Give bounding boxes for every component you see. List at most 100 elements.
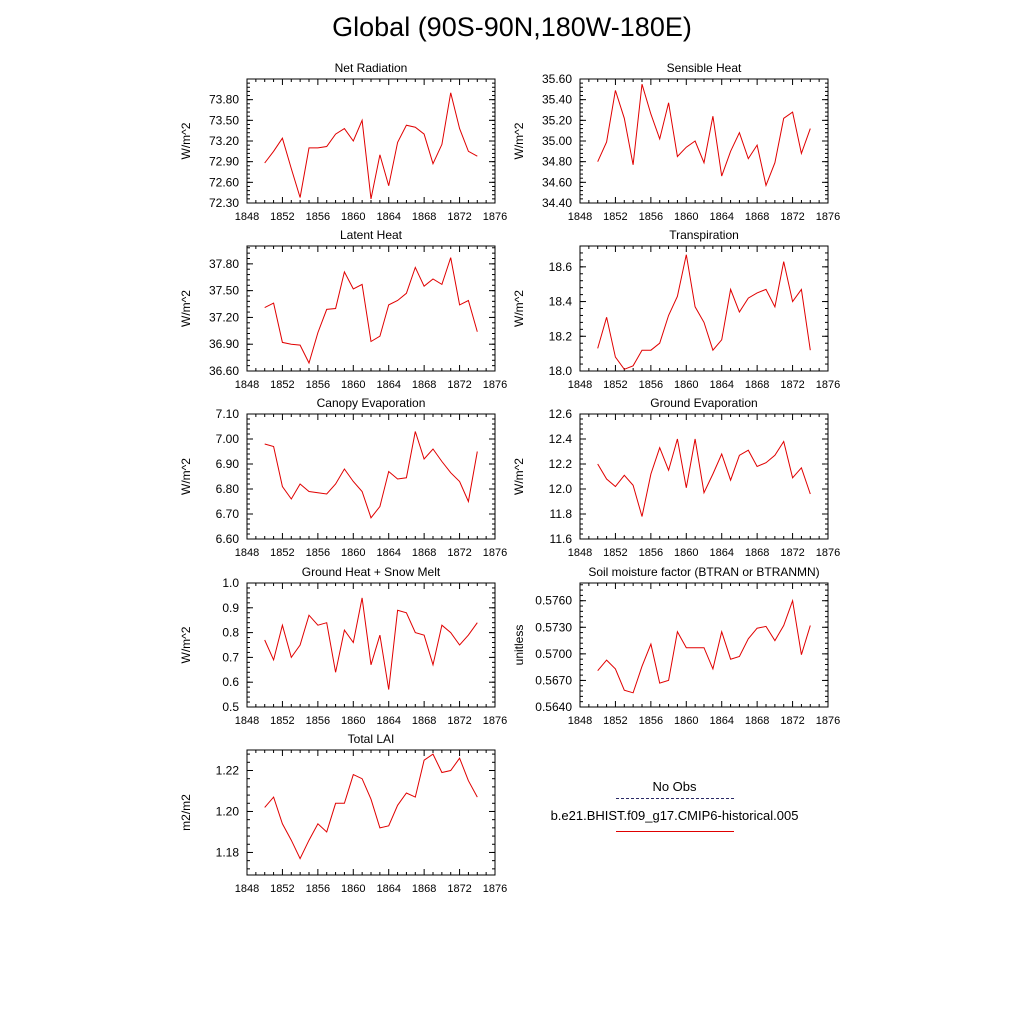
chart-title: Net Radiation [335,61,408,75]
y-tick-label: 37.50 [209,284,239,298]
x-tick-label: 1856 [306,883,330,895]
x-tick-label: 1868 [412,379,436,391]
y-tick-label: 18.2 [549,329,573,343]
x-tick-label: 1864 [376,715,400,727]
y-tick-label: 6.90 [216,457,240,471]
x-tick-label: 1848 [235,715,259,727]
y-tick-label: 11.6 [550,532,573,546]
x-tick-label: 1868 [745,715,769,727]
x-tick-label: 1852 [603,211,627,223]
series-line [264,597,478,690]
chart-panel: Ground Evaporation W/m^2 1848 1852 1856 1860 1… [512,396,840,559]
x-tick-label: 1872 [780,379,804,391]
x-tick-label: 1848 [568,547,592,559]
y-tick-label: 35.00 [542,134,572,148]
y-tick-label: 1.0 [222,576,239,590]
y-tick-label: 0.5 [222,700,239,714]
x-tick-label: 1876 [483,715,507,727]
plot-frame [579,413,829,540]
x-tick-label: 1860 [341,547,365,559]
series-line [264,257,478,365]
x-tick-label: 1876 [816,211,840,223]
x-tick-label: 1868 [412,715,436,727]
y-axis-label: W/m^2 [512,290,526,327]
series-line [597,598,811,694]
x-tick-label: 1856 [639,379,663,391]
series-line [264,431,478,519]
y-tick-label: 18.0 [549,364,573,378]
chart-title: Ground Heat + Snow Melt [302,565,441,579]
plot-frame [579,582,829,708]
x-tick-label: 1876 [816,715,840,727]
chart-title: Ground Evaporation [650,396,757,410]
chart-panel: Sensible Heat W/m^2 1848 1852 1856 1860 1864 18… [512,61,840,223]
x-tick-label: 1868 [412,883,436,895]
y-tick-label: 1.22 [216,763,240,777]
y-tick-label: 36.60 [209,364,239,378]
x-tick-label: 1876 [483,883,507,895]
x-tick-label: 1864 [709,211,733,223]
y-tick-label: 11.8 [550,507,573,521]
y-tick-label: 0.8 [222,626,239,640]
x-tick-label: 1848 [235,547,259,559]
legend-obs-swatch [615,798,734,799]
chart-panel: Ground Heat + Snow Melt W/m^2 1848 1852 1856… [179,565,507,727]
legend: No Obs b.e21.BHIST.f09_g17.CMIP6-histori… [512,778,837,832]
x-tick-label: 1864 [709,547,733,559]
x-tick-label: 1864 [376,211,400,223]
x-tick-label: 1876 [816,547,840,559]
y-tick-label: 6.70 [216,507,240,521]
chart-panel: Transpiration W/m^2 1848 1852 1856 1860 1864 18… [512,228,840,391]
x-tick-label: 1860 [674,547,698,559]
x-tick-label: 1852 [603,547,627,559]
y-tick-label: 1.18 [216,845,240,859]
chart-title: Transpiration [669,228,739,242]
x-tick-label: 1848 [235,211,259,223]
x-tick-label: 1848 [235,883,259,895]
y-axis-label: m2/m2 [179,794,193,831]
x-tick-label: 1856 [306,547,330,559]
x-tick-label: 1848 [568,211,592,223]
x-tick-label: 1868 [412,547,436,559]
y-tick-label: 37.80 [209,257,239,271]
y-tick-label: 35.40 [542,93,572,107]
x-tick-label: 1856 [639,211,663,223]
x-tick-label: 1852 [270,547,294,559]
y-tick-label: 0.5700 [535,647,572,661]
y-tick-label: 12.2 [549,457,573,471]
chart-panel: Canopy Evaporation W/m^2 1848 1852 1856 1860 1… [179,396,507,559]
x-tick-label: 1848 [568,379,592,391]
y-tick-label: 73.20 [209,134,239,148]
x-tick-label: 1872 [447,715,471,727]
y-tick-label: 73.80 [209,93,239,107]
chart-title: Total LAI [348,732,395,746]
chart-title: Sensible Heat [667,61,742,75]
y-tick-label: 12.0 [549,482,573,496]
x-tick-label: 1872 [780,715,804,727]
y-axis-label: W/m^2 [179,626,193,663]
y-tick-label: 34.80 [542,155,572,169]
y-tick-label: 72.90 [209,155,239,169]
y-tick-label: 1.20 [216,804,240,818]
page-title: Global (90S-90N,180W-180E) [332,12,692,42]
y-axis-label: unitless [512,625,526,666]
x-tick-label: 1860 [674,379,698,391]
x-tick-label: 1872 [780,211,804,223]
x-tick-label: 1872 [447,379,471,391]
plot-frame [246,582,496,708]
plot-frame [246,413,496,540]
x-tick-label: 1860 [341,211,365,223]
x-tick-label: 1860 [341,379,365,391]
y-tick-label: 34.60 [542,175,572,189]
legend-model-label: b.e21.BHIST.f09_g17.CMIP6-historical.005 [550,808,799,823]
y-tick-label: 72.60 [209,175,239,189]
x-tick-label: 1876 [816,379,840,391]
x-tick-label: 1872 [447,547,471,559]
legend-obs-label: No Obs [652,779,697,794]
x-tick-label: 1848 [235,379,259,391]
x-tick-label: 1876 [483,211,507,223]
x-tick-label: 1856 [306,715,330,727]
x-tick-label: 1856 [639,715,663,727]
y-tick-label: 73.50 [209,113,239,127]
